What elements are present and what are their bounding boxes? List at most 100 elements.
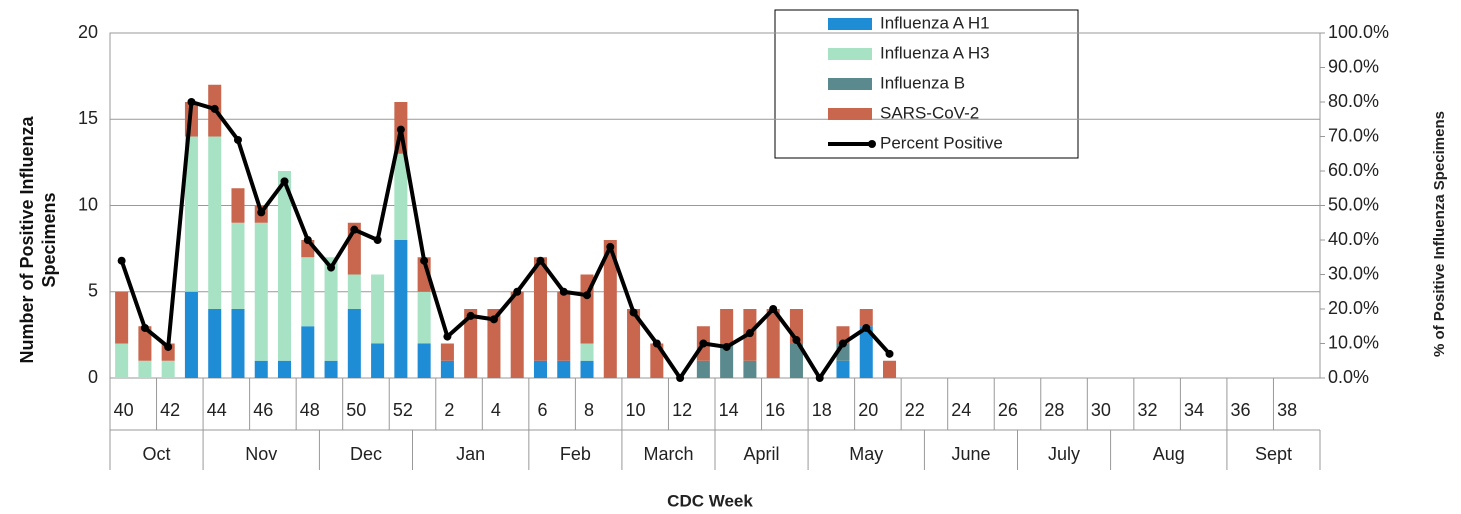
y-tick-label: 0 bbox=[88, 367, 98, 387]
line-marker bbox=[536, 256, 545, 265]
y2-tick-label: 90.0% bbox=[1328, 56, 1379, 76]
x-tick-label: 44 bbox=[207, 400, 227, 420]
y-tick-label: 20 bbox=[78, 22, 98, 42]
bar bbox=[580, 360, 594, 378]
bar bbox=[231, 188, 245, 223]
y2-tick-label: 40.0% bbox=[1328, 229, 1379, 249]
line-marker bbox=[862, 323, 871, 332]
bar bbox=[115, 291, 129, 344]
x-tick-label: 26 bbox=[998, 400, 1018, 420]
x-tick-label: 36 bbox=[1231, 400, 1251, 420]
x-tick-label: 38 bbox=[1277, 400, 1297, 420]
line-marker bbox=[233, 135, 242, 144]
y2-tick-label: 80.0% bbox=[1328, 91, 1379, 111]
bar bbox=[510, 291, 524, 378]
bar bbox=[557, 291, 571, 361]
x-tick-label: 30 bbox=[1091, 400, 1111, 420]
month-label: Aug bbox=[1153, 444, 1185, 464]
bar bbox=[161, 360, 175, 378]
legend-label: Influenza A H1 bbox=[880, 13, 990, 32]
x-tick-label: 40 bbox=[114, 400, 134, 420]
bar bbox=[301, 257, 315, 327]
x-tick-label: 24 bbox=[951, 400, 971, 420]
line-marker bbox=[210, 104, 219, 113]
month-label: March bbox=[643, 444, 693, 464]
bar bbox=[231, 222, 245, 309]
line-marker bbox=[769, 305, 778, 313]
legend-label: Percent Positive bbox=[880, 133, 1003, 152]
month-label: May bbox=[849, 444, 883, 464]
bar bbox=[371, 343, 385, 378]
bar bbox=[347, 274, 361, 309]
line-marker bbox=[745, 329, 754, 338]
month-label: April bbox=[744, 444, 780, 464]
x-tick-label: 12 bbox=[672, 400, 692, 420]
bar bbox=[138, 326, 152, 361]
month-label: Feb bbox=[560, 444, 591, 464]
bar bbox=[580, 343, 594, 361]
line-marker bbox=[117, 256, 126, 265]
line-marker bbox=[699, 339, 708, 348]
x-tick-label: 46 bbox=[253, 400, 273, 420]
legend-label: SARS-CoV-2 bbox=[880, 103, 979, 122]
line-marker bbox=[164, 342, 173, 351]
line-marker bbox=[606, 242, 615, 251]
y2-axis-label: % of Positive Influenza Specimens bbox=[1431, 111, 1448, 357]
x-axis-label: CDC Week bbox=[667, 491, 753, 510]
bar bbox=[836, 360, 850, 378]
line-marker bbox=[489, 315, 498, 324]
line-marker bbox=[722, 342, 731, 351]
line-marker bbox=[559, 287, 568, 296]
bar bbox=[184, 291, 198, 378]
bar bbox=[254, 222, 268, 361]
line-marker bbox=[466, 311, 475, 320]
legend-swatch bbox=[828, 78, 872, 90]
bar bbox=[371, 274, 385, 344]
y2-tick-label: 50.0% bbox=[1328, 194, 1379, 214]
bar bbox=[254, 360, 268, 378]
bar bbox=[720, 343, 734, 378]
bar bbox=[533, 360, 547, 378]
month-label: June bbox=[951, 444, 990, 464]
bar bbox=[324, 257, 338, 361]
y2-tick-label: 60.0% bbox=[1328, 160, 1379, 180]
line-marker bbox=[838, 339, 847, 348]
line-marker bbox=[327, 263, 336, 272]
y2-tick-label: 0.0% bbox=[1328, 367, 1369, 387]
line-marker bbox=[513, 287, 522, 296]
x-tick-label: 8 bbox=[584, 400, 594, 420]
x-tick-label: 6 bbox=[537, 400, 547, 420]
legend bbox=[774, 9, 1079, 159]
line-marker bbox=[257, 208, 266, 217]
bar bbox=[650, 343, 664, 378]
x-tick-label: 14 bbox=[719, 400, 739, 420]
bar bbox=[278, 360, 292, 378]
bar bbox=[859, 309, 873, 327]
bar bbox=[417, 291, 431, 344]
bar bbox=[743, 360, 757, 378]
bar bbox=[138, 360, 152, 378]
line-marker bbox=[303, 236, 312, 244]
y2-tick-label: 70.0% bbox=[1328, 125, 1379, 145]
y-tick-label: 15 bbox=[78, 108, 98, 128]
x-tick-label: 34 bbox=[1184, 400, 1204, 420]
bar bbox=[789, 343, 803, 378]
x-tick-label: 2 bbox=[444, 400, 454, 420]
line-marker bbox=[140, 323, 149, 332]
bar bbox=[883, 360, 897, 378]
bar bbox=[627, 309, 641, 378]
month-label: Sept bbox=[1255, 444, 1292, 464]
line-marker bbox=[420, 256, 429, 265]
x-tick-label: 32 bbox=[1137, 400, 1157, 420]
y2-tick-label: 10.0% bbox=[1328, 332, 1379, 352]
y-tick-label: 5 bbox=[88, 281, 98, 301]
x-tick-label: 16 bbox=[765, 400, 785, 420]
line-marker bbox=[373, 236, 382, 244]
bar bbox=[208, 136, 222, 309]
legend-label: Influenza B bbox=[880, 73, 965, 92]
month-label: Oct bbox=[143, 444, 171, 464]
x-tick-label: 42 bbox=[160, 400, 180, 420]
bar bbox=[231, 309, 245, 378]
